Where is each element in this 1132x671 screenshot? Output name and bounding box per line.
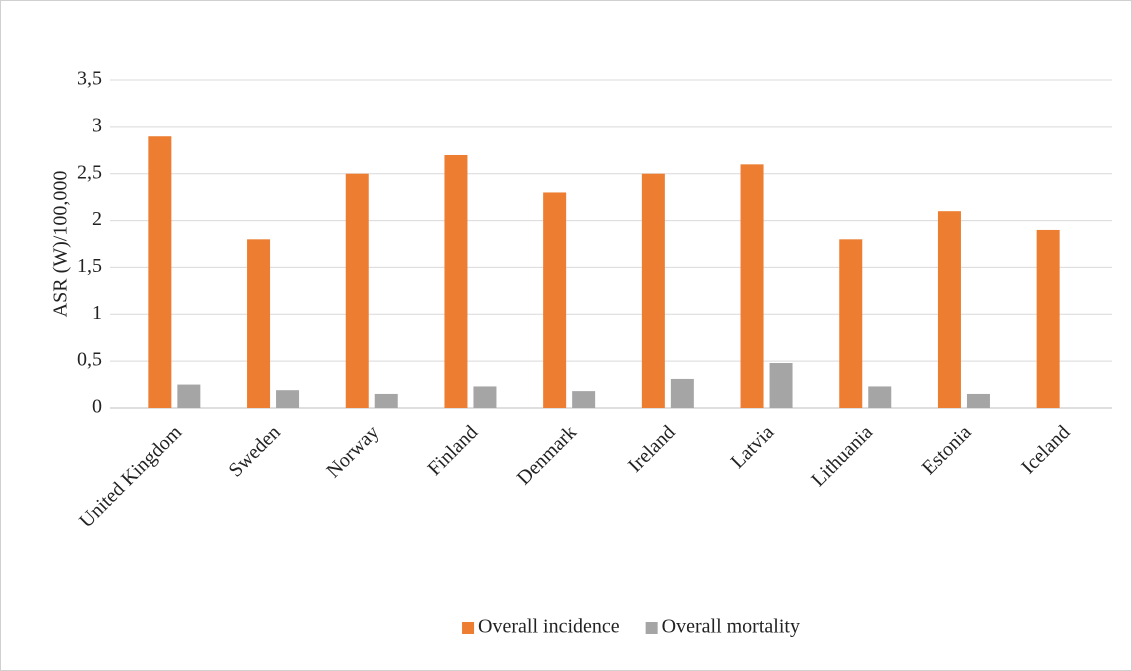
bar	[543, 192, 567, 408]
y-axis-label: ASR (W)/100,000	[50, 171, 72, 318]
bar	[966, 393, 990, 408]
y-tick-label: 2,5	[77, 161, 102, 183]
y-tick-label: 0	[92, 396, 102, 418]
y-tick-label: 0,5	[77, 349, 102, 371]
y-tick-label: 2	[92, 208, 102, 230]
bar	[769, 363, 793, 408]
legend-swatch	[462, 622, 475, 634]
bar	[740, 164, 764, 408]
bar	[276, 390, 300, 408]
bar	[670, 378, 694, 408]
y-tick-label: 1	[92, 302, 102, 324]
bar	[374, 393, 398, 408]
legend-label: Overall mortality	[662, 616, 800, 638]
bar	[641, 173, 665, 408]
bar	[572, 391, 596, 408]
y-tick-label: 1,5	[77, 255, 102, 277]
bar	[345, 173, 369, 408]
bar	[177, 384, 201, 408]
bar	[444, 154, 468, 408]
bar	[937, 211, 961, 408]
bar	[148, 136, 172, 408]
bar	[1036, 229, 1060, 408]
bar	[839, 239, 863, 408]
y-tick-label: 3,5	[77, 68, 102, 90]
bar	[247, 239, 271, 408]
legend-swatch	[645, 622, 658, 634]
legend-label: Overall incidence	[478, 616, 620, 638]
legend: Overall incidence Overall mortality	[462, 616, 800, 638]
bar	[473, 386, 497, 408]
y-tick-label: 3	[92, 114, 102, 136]
bar	[868, 386, 892, 408]
